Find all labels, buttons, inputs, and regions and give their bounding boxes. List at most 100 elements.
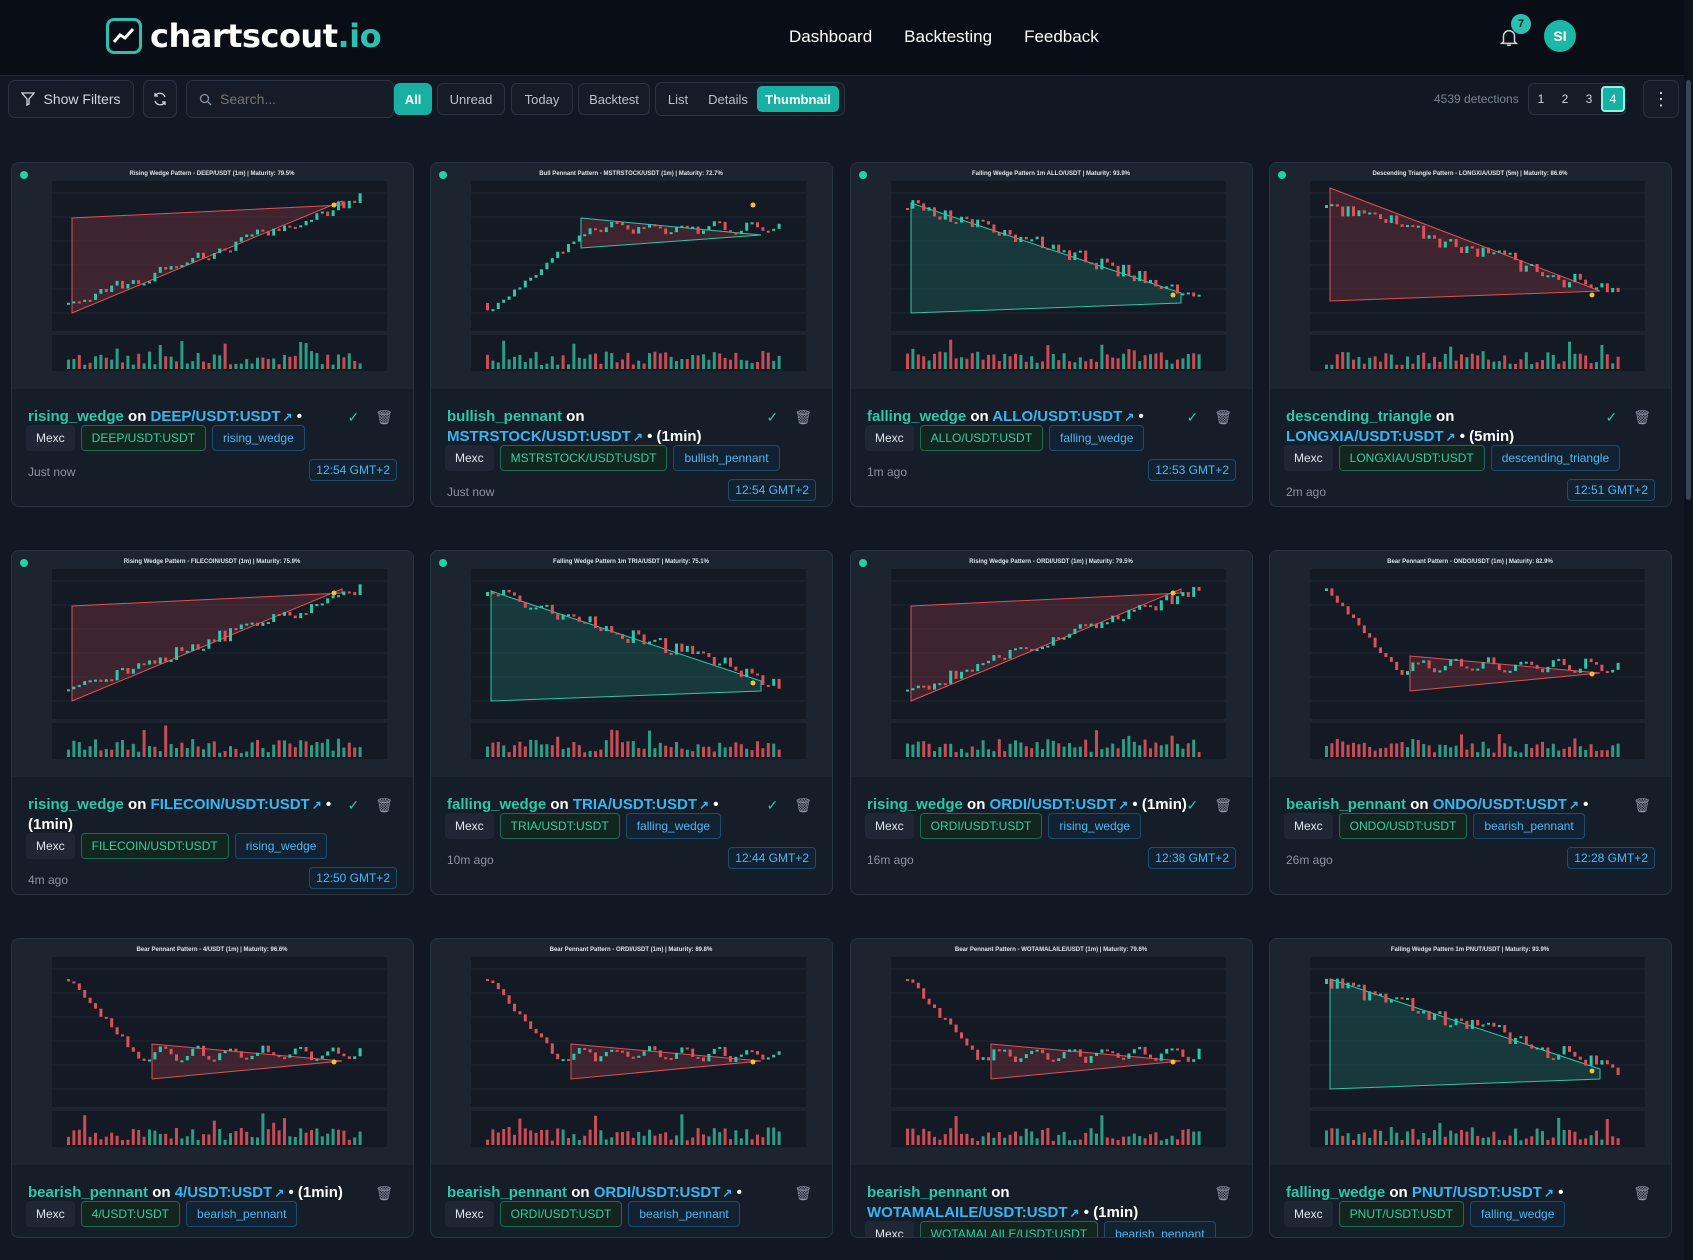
symbol-tag[interactable]: ALLO/USDT:USDT bbox=[919, 425, 1044, 451]
pattern-tag[interactable]: bearish_pennant bbox=[1104, 1221, 1216, 1237]
symbol-link[interactable]: PNUT/USDT:USDT bbox=[1411, 1184, 1542, 1201]
symbol-tag[interactable]: ORDI/USDT:USDT bbox=[919, 813, 1043, 839]
detection-card[interactable]: Bear Pennant Pattern - ONDO/USDT (1m) | … bbox=[1269, 550, 1672, 895]
symbol-tag[interactable]: MSTRSTOCK/USDT:USDT bbox=[499, 445, 668, 471]
external-link-icon[interactable]: ↗ bbox=[722, 1186, 733, 1200]
symbol-tag[interactable]: PNUT/USDT:USDT bbox=[1338, 1201, 1465, 1227]
detection-title[interactable]: bearish_pennant on 4/USDT:USDT ↗ • (1min) bbox=[28, 1184, 343, 1201]
check-icon[interactable]: ✓ bbox=[1186, 409, 1199, 425]
trash-icon[interactable]: 🗑 bbox=[794, 797, 812, 813]
nav-feedback[interactable]: Feedback bbox=[1024, 27, 1099, 46]
exchange-tag[interactable]: Mexc bbox=[26, 425, 75, 451]
symbol-tag[interactable]: 4/USDT:USDT bbox=[80, 1201, 181, 1227]
external-link-icon[interactable]: ↗ bbox=[274, 1186, 285, 1200]
filter-today[interactable]: Today bbox=[511, 83, 573, 115]
detection-card[interactable]: Falling Wedge Pattern 1m TRIA/USDT | Mat… bbox=[430, 550, 833, 895]
chart-thumbnail[interactable]: Bear Pennant Pattern - 4/USDT (1m) | Mat… bbox=[12, 939, 413, 1165]
detection-card[interactable]: Rising Wedge Pattern - ORDI/USDT (1m) | … bbox=[850, 550, 1253, 895]
symbol-link[interactable]: LONGXIA/USDT:USDT bbox=[1286, 428, 1444, 445]
symbol-link[interactable]: 4/USDT:USDT bbox=[174, 1184, 273, 1201]
trash-icon[interactable]: 🗑 bbox=[1214, 1185, 1232, 1201]
pattern-tag[interactable]: rising_wedge bbox=[234, 833, 328, 859]
page-1[interactable]: 1 bbox=[1537, 92, 1545, 106]
symbol-tag[interactable]: LONGXIA/USDT:USDT bbox=[1338, 445, 1485, 471]
chart-thumbnail[interactable]: Falling Wedge Pattern 1m TRIA/USDT | Mat… bbox=[431, 551, 832, 777]
filter-backtest[interactable]: Backtest bbox=[578, 83, 650, 115]
chart-thumbnail[interactable]: Rising Wedge Pattern - DEEP/USDT (1m) | … bbox=[12, 163, 413, 389]
trash-icon[interactable]: 🗑 bbox=[375, 797, 393, 813]
pattern-name[interactable]: bullish_pennant bbox=[447, 408, 563, 425]
external-link-icon[interactable]: ↗ bbox=[1069, 1206, 1080, 1220]
view-list[interactable]: List bbox=[667, 91, 689, 107]
symbol-tag[interactable]: ORDI/USDT:USDT bbox=[499, 1201, 623, 1227]
symbol-tag[interactable]: ONDO/USDT:USDT bbox=[1338, 813, 1468, 839]
search-input[interactable] bbox=[220, 91, 380, 107]
user-avatar[interactable]: SI bbox=[1544, 20, 1576, 52]
symbol-link[interactable]: ONDO/USDT:USDT bbox=[1432, 796, 1567, 813]
pattern-name[interactable]: rising_wedge bbox=[28, 408, 124, 425]
chart-thumbnail[interactable]: Falling Wedge Pattern 1m ALLO/USDT | Mat… bbox=[851, 163, 1252, 389]
view-details[interactable]: Details bbox=[708, 91, 748, 107]
check-icon[interactable]: ✓ bbox=[347, 797, 360, 813]
exchange-tag[interactable]: Mexc bbox=[1284, 1201, 1333, 1227]
filter-all[interactable]: All bbox=[394, 83, 432, 115]
page-2[interactable]: 2 bbox=[1561, 92, 1569, 106]
pattern-tag[interactable]: falling_wedge bbox=[625, 813, 722, 839]
trash-icon[interactable]: 🗑 bbox=[794, 1185, 812, 1201]
check-icon[interactable]: ✓ bbox=[766, 409, 779, 425]
symbol-link[interactable]: TRIA/USDT:USDT bbox=[572, 796, 698, 813]
symbol-link[interactable]: ALLO/USDT:USDT bbox=[992, 408, 1123, 425]
external-link-icon[interactable]: ↗ bbox=[1568, 798, 1579, 812]
external-link-icon[interactable]: ↗ bbox=[699, 798, 710, 812]
exchange-tag[interactable]: Mexc bbox=[26, 833, 75, 859]
check-icon[interactable]: ✓ bbox=[1605, 409, 1618, 425]
pattern-name[interactable]: falling_wedge bbox=[447, 796, 547, 813]
search-box[interactable] bbox=[186, 80, 394, 118]
external-link-icon[interactable]: ↗ bbox=[282, 410, 293, 424]
symbol-tag[interactable]: TRIA/USDT:USDT bbox=[499, 813, 620, 839]
app-logo[interactable]: chartscout.io bbox=[106, 17, 382, 55]
scrollbar-thumb[interactable] bbox=[1686, 80, 1691, 500]
refresh-button[interactable] bbox=[143, 80, 177, 118]
external-link-icon[interactable]: ↗ bbox=[1118, 798, 1129, 812]
exchange-tag[interactable]: Mexc bbox=[1284, 445, 1333, 471]
trash-icon[interactable]: 🗑 bbox=[1214, 409, 1232, 425]
pattern-name[interactable]: bearish_pennant bbox=[1286, 796, 1407, 813]
detection-title[interactable]: rising_wedge on FILECOIN/USDT:USDT ↗ • (1… bbox=[28, 796, 332, 833]
pattern-tag[interactable]: bearish_pennant bbox=[1473, 813, 1585, 839]
nav-dashboard[interactable]: Dashboard bbox=[789, 27, 873, 46]
trash-icon[interactable]: 🗑 bbox=[1633, 409, 1651, 425]
exchange-tag[interactable]: Mexc bbox=[26, 1201, 75, 1227]
detection-title[interactable]: bearish_pennant on WOTAMALAILE/USDT:USDT… bbox=[867, 1184, 1139, 1221]
detection-card[interactable]: Falling Wedge Pattern 1m ALLO/USDT | Mat… bbox=[850, 162, 1253, 507]
exchange-tag[interactable]: Mexc bbox=[445, 1201, 494, 1227]
pattern-name[interactable]: falling_wedge bbox=[867, 408, 967, 425]
trash-icon[interactable]: 🗑 bbox=[375, 1185, 393, 1201]
pattern-tag[interactable]: bearish_pennant bbox=[186, 1201, 298, 1227]
pattern-name[interactable]: rising_wedge bbox=[867, 796, 963, 813]
detection-card[interactable]: Bear Pennant Pattern - ORDI/USDT (1m) | … bbox=[430, 938, 833, 1238]
symbol-link[interactable]: ORDI/USDT:USDT bbox=[989, 796, 1117, 813]
detection-title[interactable]: bullish_pennant on MSTRSTOCK/USDT:USDT ↗ … bbox=[447, 408, 702, 445]
chart-thumbnail[interactable]: Bear Pennant Pattern - ORDI/USDT (1m) | … bbox=[431, 939, 832, 1165]
detection-card[interactable]: Descending Triangle Pattern - LONGXIA/US… bbox=[1269, 162, 1672, 507]
detection-title[interactable]: rising_wedge on ORDI/USDT:USDT ↗ • (1min) bbox=[867, 796, 1187, 813]
trash-icon[interactable]: 🗑 bbox=[1214, 797, 1232, 813]
page-4[interactable]: 4 bbox=[1601, 86, 1625, 112]
pattern-name[interactable]: bearish_pennant bbox=[28, 1184, 149, 1201]
exchange-tag[interactable]: Mexc bbox=[865, 425, 914, 451]
trash-icon[interactable]: 🗑 bbox=[1633, 1185, 1651, 1201]
view-thumbnail[interactable]: Thumbnail bbox=[757, 86, 839, 112]
chart-thumbnail[interactable]: Rising Wedge Pattern - ORDI/USDT (1m) | … bbox=[851, 551, 1252, 777]
pattern-tag[interactable]: descending_triangle bbox=[1490, 445, 1621, 471]
chart-thumbnail[interactable]: Falling Wedge Pattern 1m PNUT/USDT | Mat… bbox=[1270, 939, 1671, 1165]
pattern-tag[interactable]: rising_wedge bbox=[212, 425, 305, 451]
pattern-tag[interactable]: rising_wedge bbox=[1048, 813, 1142, 839]
pattern-tag[interactable]: falling_wedge bbox=[1470, 1201, 1566, 1227]
detection-card[interactable]: Falling Wedge Pattern 1m PNUT/USDT | Mat… bbox=[1269, 938, 1672, 1238]
external-link-icon[interactable]: ↗ bbox=[1445, 430, 1456, 444]
symbol-tag[interactable]: FILECOIN/USDT:USDT bbox=[80, 833, 229, 859]
pattern-name[interactable]: bearish_pennant bbox=[867, 1184, 988, 1201]
external-link-icon[interactable]: ↗ bbox=[1124, 410, 1135, 424]
external-link-icon[interactable]: ↗ bbox=[311, 798, 322, 812]
